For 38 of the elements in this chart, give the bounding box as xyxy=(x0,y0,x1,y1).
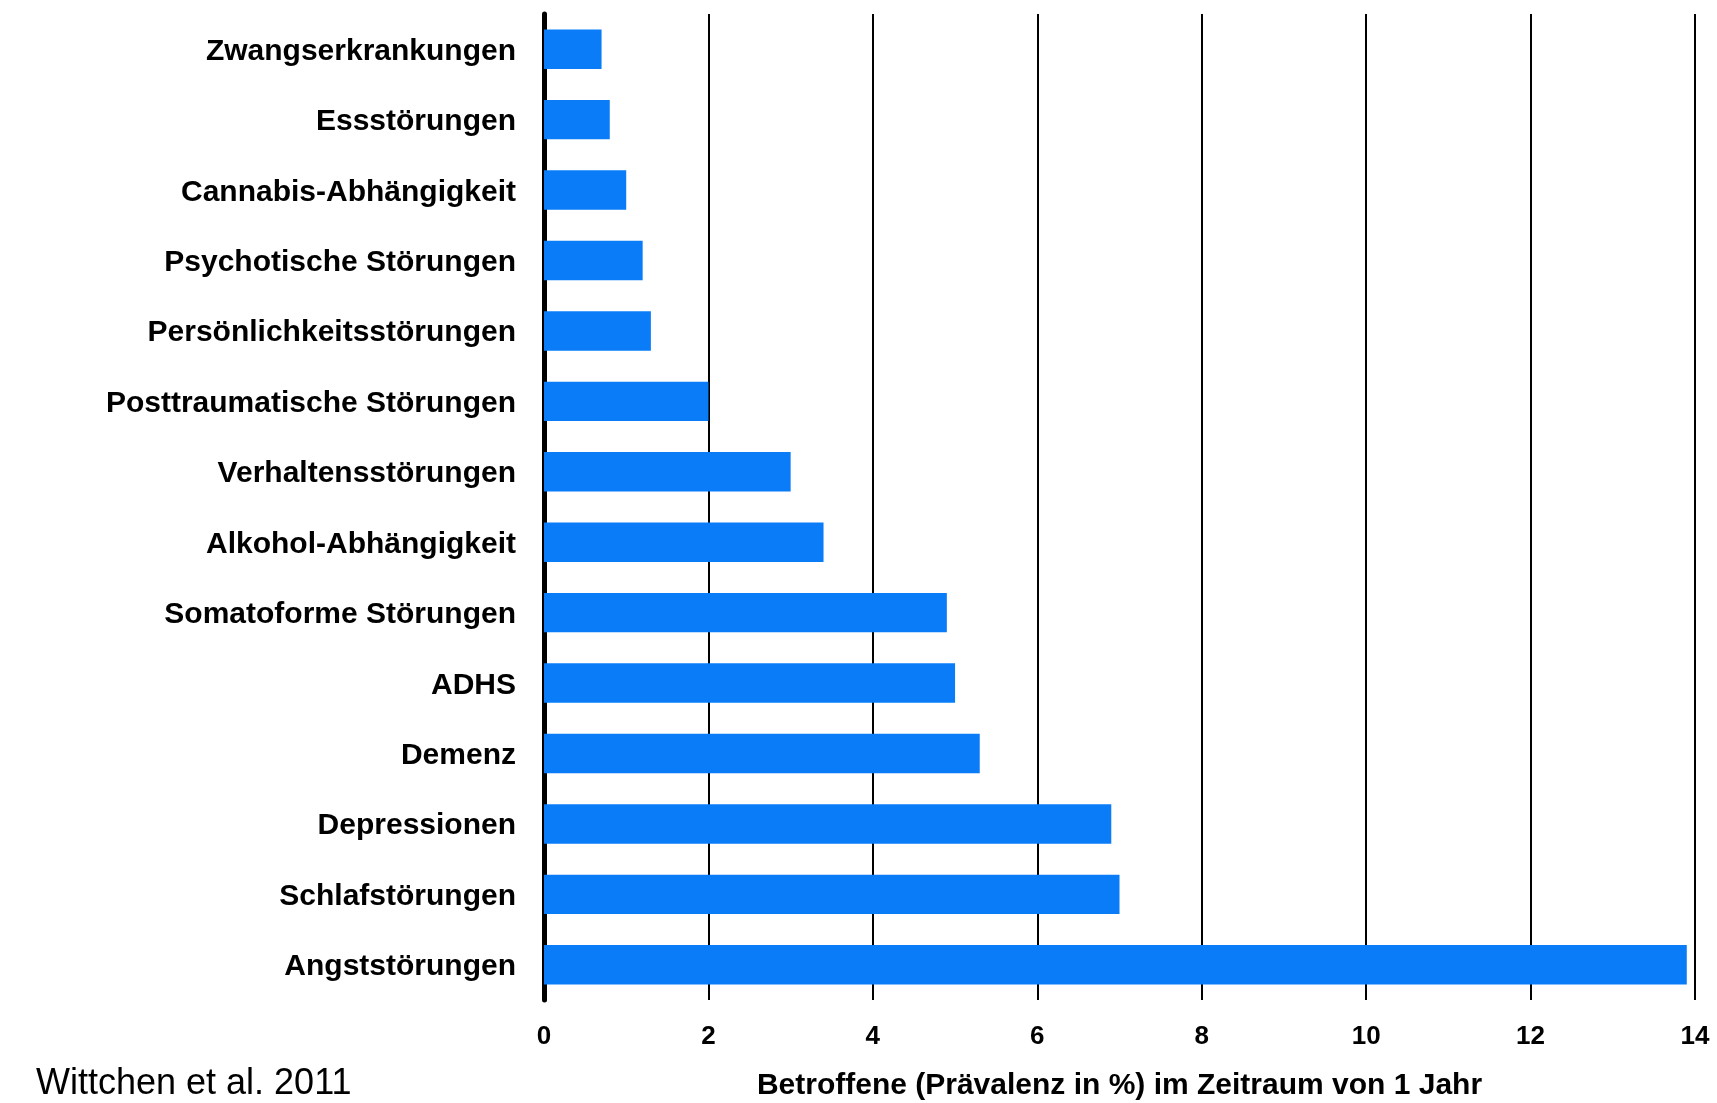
x-tick-label: 2 xyxy=(701,1020,716,1050)
bar xyxy=(544,522,824,562)
bar xyxy=(544,240,643,281)
y-tick-label: Psychotische Störungen xyxy=(164,244,516,277)
x-tick-label: 0 xyxy=(536,1020,552,1050)
y-tick-label: Depressionen xyxy=(317,807,516,841)
x-tick-label: 14 xyxy=(1680,1020,1710,1050)
x-tick-label: 10 xyxy=(1351,1020,1381,1050)
bar xyxy=(544,874,1120,915)
bar xyxy=(544,170,627,210)
bar xyxy=(544,452,791,492)
y-tick-label: Angststörungen xyxy=(284,948,516,982)
y-tick-label: Posttraumatische Störungen xyxy=(105,384,516,418)
y-tick-label: Zwangserkrankungen xyxy=(205,32,516,66)
bar xyxy=(544,804,1112,844)
y-tick-label: Persönlichkeitsstörungen xyxy=(147,314,516,348)
bar xyxy=(544,311,651,351)
y-tick-label: Cannabis-Abhängigkeit xyxy=(180,173,516,207)
y-tick-label: ADHS xyxy=(430,666,516,700)
y-tick-label: Somatoforme Störungen xyxy=(164,596,516,630)
bar xyxy=(544,381,709,422)
y-tick-label: Essstörungen xyxy=(315,103,516,137)
x-tick-label: 6 xyxy=(1030,1020,1045,1050)
x-tick-label: 4 xyxy=(865,1020,881,1050)
y-tick-label: Schlafstörungen xyxy=(279,877,516,911)
x-axis-title: Betroffene (Prävalenz in %) im Zeitraum von 1 Jahr xyxy=(756,1066,1483,1100)
bar xyxy=(544,945,1687,985)
y-tick-label: Alkohol-Abhängigkeit xyxy=(206,525,516,559)
text: Wittchen et al. 2011 xyxy=(36,1060,352,1102)
bar xyxy=(544,663,956,703)
bar xyxy=(544,733,980,774)
bar xyxy=(544,592,947,633)
x-tick-label: 8 xyxy=(1194,1020,1209,1050)
bar xyxy=(544,29,602,69)
y-tick-label: Demenz xyxy=(400,737,516,770)
x-tick-label: 12 xyxy=(1516,1020,1546,1050)
bar xyxy=(544,99,610,140)
y-tick-label: Verhaltensstörungen xyxy=(217,455,516,489)
